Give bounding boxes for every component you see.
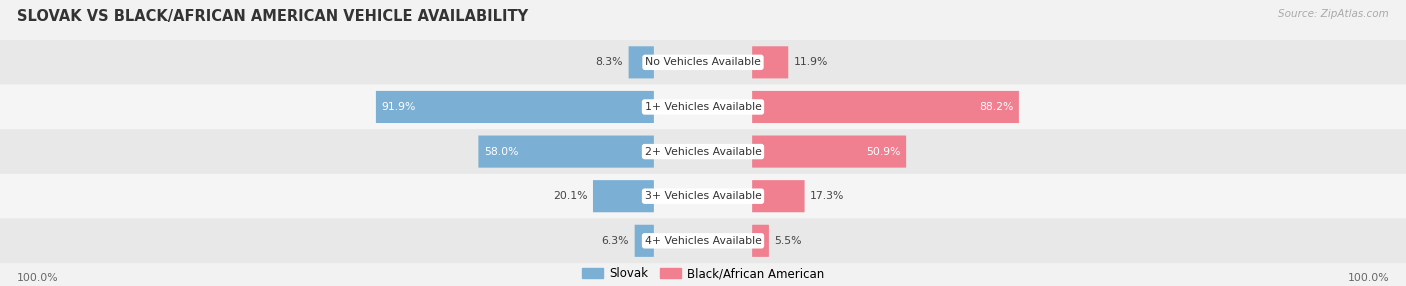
Legend: Slovak, Black/African American: Slovak, Black/African American [582,267,824,280]
Text: 8.3%: 8.3% [596,57,623,67]
Text: 20.1%: 20.1% [553,191,588,201]
FancyBboxPatch shape [0,219,1406,263]
Text: 58.0%: 58.0% [484,147,519,156]
Text: Source: ZipAtlas.com: Source: ZipAtlas.com [1278,9,1389,19]
Text: 6.3%: 6.3% [602,236,628,246]
Text: 100.0%: 100.0% [1347,273,1389,283]
Text: 11.9%: 11.9% [794,57,828,67]
FancyBboxPatch shape [634,225,654,257]
FancyBboxPatch shape [0,40,1406,85]
FancyBboxPatch shape [0,85,1406,129]
Text: 1+ Vehicles Available: 1+ Vehicles Available [644,102,762,112]
FancyBboxPatch shape [0,129,1406,174]
Text: 50.9%: 50.9% [866,147,900,156]
FancyBboxPatch shape [375,91,654,123]
Text: 2+ Vehicles Available: 2+ Vehicles Available [644,147,762,156]
Text: 100.0%: 100.0% [17,273,59,283]
Text: 91.9%: 91.9% [381,102,416,112]
FancyBboxPatch shape [752,180,804,212]
Text: 17.3%: 17.3% [810,191,845,201]
FancyBboxPatch shape [752,225,769,257]
Text: 88.2%: 88.2% [979,102,1014,112]
Text: 5.5%: 5.5% [775,236,801,246]
FancyBboxPatch shape [752,46,789,78]
Text: No Vehicles Available: No Vehicles Available [645,57,761,67]
FancyBboxPatch shape [593,180,654,212]
Text: 3+ Vehicles Available: 3+ Vehicles Available [644,191,762,201]
FancyBboxPatch shape [478,136,654,168]
FancyBboxPatch shape [628,46,654,78]
FancyBboxPatch shape [752,136,905,168]
Text: SLOVAK VS BLACK/AFRICAN AMERICAN VEHICLE AVAILABILITY: SLOVAK VS BLACK/AFRICAN AMERICAN VEHICLE… [17,9,529,23]
FancyBboxPatch shape [752,91,1019,123]
Text: 4+ Vehicles Available: 4+ Vehicles Available [644,236,762,246]
FancyBboxPatch shape [0,174,1406,219]
